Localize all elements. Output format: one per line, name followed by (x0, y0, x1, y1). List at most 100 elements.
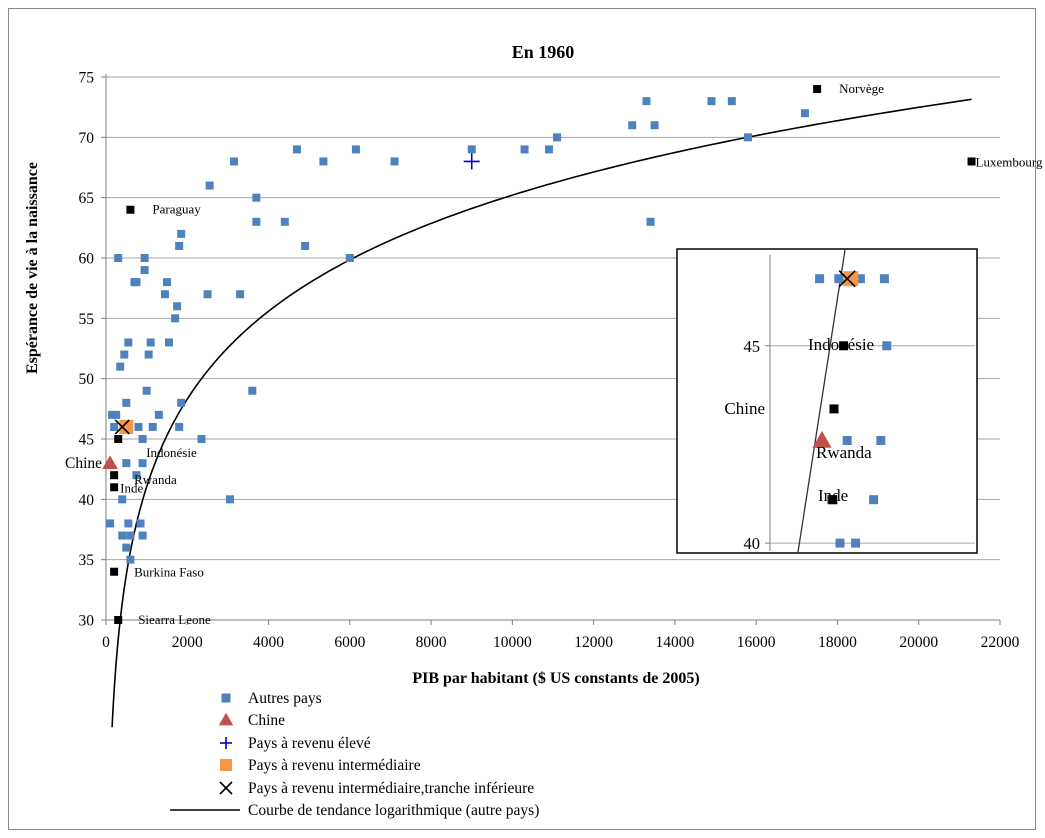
point-autres-pays (132, 471, 141, 480)
point-label: Paraguay (152, 202, 201, 217)
point-autres-pays (154, 410, 163, 419)
point-autres-pays (116, 362, 125, 371)
point-tranche-inferieure (114, 419, 130, 435)
point-labels-layer: Norvège Luxembourg Paraguay Indonésie Rwanda… (65, 81, 1043, 627)
point-autres-pays (114, 254, 123, 262)
inset-zoom: 40 45 Indonésie Chine Rwanda Inde (676, 248, 978, 554)
point-label: Burkina Faso (134, 565, 204, 580)
point-autres-pays (122, 459, 131, 468)
point-autres-pays (351, 145, 360, 154)
point-autres-pays (203, 290, 212, 299)
inset-box (676, 248, 978, 554)
point-luxembourg (967, 157, 976, 166)
point-autres-pays (707, 97, 716, 106)
legend-label: Chine (248, 712, 286, 730)
point-autres-pays (140, 266, 149, 275)
inset-point-autres-pays (876, 435, 886, 445)
point-autres-pays (744, 133, 753, 142)
inset-point-intermediaire (843, 271, 859, 287)
point-label: Inde (120, 480, 143, 495)
point-autres-pays (118, 495, 127, 504)
point-autres-pays (230, 157, 239, 166)
y-tick-label: 45 (79, 432, 95, 449)
inset-label: Indonésie (808, 335, 874, 354)
inset-point-autres-pays (835, 538, 845, 548)
point-autres-pays (138, 435, 147, 443)
x-tick-label: 8000 (416, 634, 447, 651)
y-tick-label: 75 (79, 70, 95, 87)
x-tick-label: 6000 (334, 634, 365, 651)
inset-point-labeled (828, 495, 838, 505)
point-autres-pays (173, 302, 182, 311)
point-autres-pays (520, 145, 529, 154)
y-tick-label: 60 (79, 251, 95, 268)
point-autres-pays (544, 145, 553, 154)
point-label-chine: Chine (65, 455, 102, 472)
inset-point-autres-pays (842, 435, 852, 445)
point-label: Indonésie (146, 445, 197, 460)
point-autres-pays (138, 459, 147, 468)
point-autres-pays (144, 350, 153, 359)
x-stroke-b (114, 419, 130, 435)
point-label: Rwanda (134, 472, 177, 487)
point-label: Luxembourg (976, 154, 1043, 169)
point-autres-pays (112, 410, 121, 419)
point-autres-pays (138, 531, 147, 540)
point-autres-pays (132, 278, 141, 287)
legend-label: Autres pays (248, 690, 322, 707)
y-tick-label: 30 (79, 613, 95, 630)
point-autres-pays (120, 350, 129, 359)
point-autres-pays (345, 254, 354, 262)
point-autres-pays (252, 193, 261, 202)
point-autres-pays (292, 145, 301, 154)
point-autres-pays (205, 181, 214, 190)
point-rwanda (110, 471, 119, 480)
legend-marker-trend (170, 809, 240, 811)
legend-label: Pays à revenu intermédiaire,tranche infé… (248, 779, 535, 797)
point-autres-pays (122, 543, 131, 552)
point-label: Norvège (839, 81, 884, 96)
inset-point-autres-pays (879, 274, 889, 284)
inset-label: Inde (818, 486, 848, 505)
point-autres-pays (164, 338, 173, 347)
point-autres-pays (160, 290, 169, 299)
axes: 30 35 40 45 50 55 60 65 70 75 0 2000 4000 6000 8000 100… (79, 70, 1020, 652)
point-siearra-leone (114, 616, 123, 624)
inset-point-inferieure (838, 270, 856, 288)
inset-label: Chine (724, 399, 765, 418)
legend-marker-chine (218, 713, 234, 726)
point-paraguay (126, 205, 135, 214)
x-stroke-b (219, 780, 233, 795)
inset-point-autres-pays (855, 274, 865, 284)
legend-marker-autres (221, 693, 231, 703)
point-autres-pays (236, 290, 245, 299)
x-tick-label: 0 (102, 634, 110, 651)
point-autres-pays (140, 254, 149, 262)
point-autres-pays (171, 314, 180, 323)
y-tick-label: 70 (79, 130, 95, 147)
inset-point-autres-pays (851, 538, 861, 548)
point-autres-pays (642, 97, 651, 106)
point-autres-pays (252, 217, 261, 226)
point-autres-pays (108, 410, 117, 419)
y-tick-label: 35 (79, 552, 95, 569)
legend-label: Courbe de tendance logarithmique (autre … (248, 801, 540, 819)
point-autres-pays (225, 495, 234, 504)
point-norv-ge (813, 85, 822, 94)
point-autres-pays (118, 531, 127, 540)
x-axis-label: PIB par habitant ($ US constants de 2005… (412, 670, 699, 687)
point-autres-pays (146, 338, 155, 347)
point-autres-pays (122, 398, 131, 407)
points-layer (102, 85, 976, 624)
y-axis-label: Espérance de vie à la naissance (24, 162, 41, 374)
inset-point-autres-pays (869, 495, 879, 505)
point-autres-pays (175, 241, 184, 250)
point-chine (102, 455, 118, 469)
point-revenu-intermediaire (119, 419, 134, 434)
point-autres-pays (628, 121, 637, 130)
point-autres-pays (162, 278, 171, 287)
x-tick-label: 2000 (172, 634, 203, 651)
point-indon-sie (114, 435, 123, 443)
point-autres-pays (646, 217, 655, 226)
